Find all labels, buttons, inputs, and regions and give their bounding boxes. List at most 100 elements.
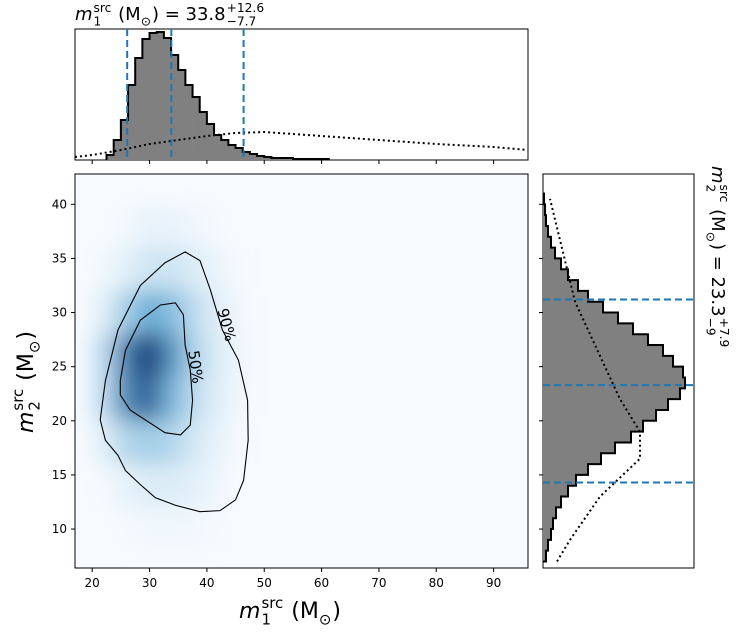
y-tick-label: 30 [52,306,67,320]
unit-sub: ⊙ [319,611,332,629]
axes-frame [74,173,529,569]
density-cell [137,506,162,552]
hist-bar [120,120,129,160]
symbol-sub: 2 [26,401,44,411]
hist-bar [113,140,122,160]
hist-bar [163,38,172,160]
x-tick-label: 60 [314,576,329,590]
hist-bar [543,464,588,476]
hist-bar [543,236,551,248]
hist-bar [543,474,576,487]
hist-bar [149,33,158,160]
hist-bar [135,58,143,160]
density-cell [183,290,208,335]
y-tick-label: 40 [52,197,67,211]
hist-bar [185,85,193,160]
density-cell [183,463,208,508]
hist-bar [543,334,648,346]
hist-bar [543,507,556,519]
hist-bar [257,156,265,160]
density-cell [252,506,277,552]
density-cell [160,463,185,508]
density-cell [206,463,231,508]
hist-bar [543,539,548,551]
hist-bar [178,70,186,160]
hist-bar [543,453,601,465]
hist-bar [543,529,551,541]
density-cell [229,203,254,249]
hist-bar [235,148,244,160]
density-cell [252,203,277,249]
density-cell [137,203,162,249]
hist-bar [171,55,179,160]
x-tick-label: 40 [199,576,214,590]
density-cell [114,203,139,249]
density-cell [137,247,162,292]
unit: (M [14,353,39,388]
unit: (M [112,4,140,25]
density-cell [252,420,277,465]
symbol: m [239,599,260,624]
density-cell [114,376,139,422]
hist-bar [543,431,631,443]
symbol-sub: 1 [261,611,271,629]
hist-bar [543,280,578,292]
density-cell [160,333,185,378]
density-cell [91,506,116,552]
unit: (M [284,599,319,624]
symbol-sup: src [9,389,27,411]
hist-bar [214,135,222,160]
symbol: m [14,412,39,433]
density-cell [206,290,231,335]
density-cell [114,420,139,465]
hist-bar [206,124,215,160]
symbol-sup: src [261,594,283,612]
density-cell [252,463,277,508]
hist-bar [543,442,615,454]
density-cell [137,376,162,422]
hist-bar [543,399,668,411]
y-tick-label: 10 [52,522,67,536]
hist-bar [543,550,546,562]
symbol: m [75,4,93,25]
hist-bar [543,496,561,508]
hist-bar [156,32,165,160]
density-cell [91,290,116,335]
unit-sub: ⊙ [704,232,718,242]
density-cell [183,247,208,292]
hist-bar [242,152,251,160]
unit-close: ) [332,599,341,624]
density-cell [137,463,162,508]
hist-bar [106,155,115,160]
density-cell [252,376,277,422]
density-cell [183,506,208,552]
hist-bar [221,140,229,160]
hist-bar [249,154,258,160]
density-cell [160,203,185,249]
prior-line [549,198,641,563]
density-cell [91,333,116,378]
hist-bar [142,39,150,160]
hist-bar [128,85,136,160]
density-cell [91,203,116,249]
hist-bar [543,225,548,238]
hist-bar [543,388,680,400]
density [91,203,277,552]
median: 23.3 [707,277,728,317]
density-cell [229,247,254,292]
hist-bar [543,269,568,281]
equals: = [707,250,728,277]
density-cell [229,420,254,465]
error-sup: +7.9 [717,318,731,348]
density-cell [91,420,116,465]
x-tick-label: 20 [85,576,100,590]
hist-bar [543,485,568,497]
density-cell [229,290,254,335]
hist-bar [543,312,618,324]
median: 33.8 [186,4,226,25]
density-cell [206,333,231,378]
hist-outline [543,192,686,563]
